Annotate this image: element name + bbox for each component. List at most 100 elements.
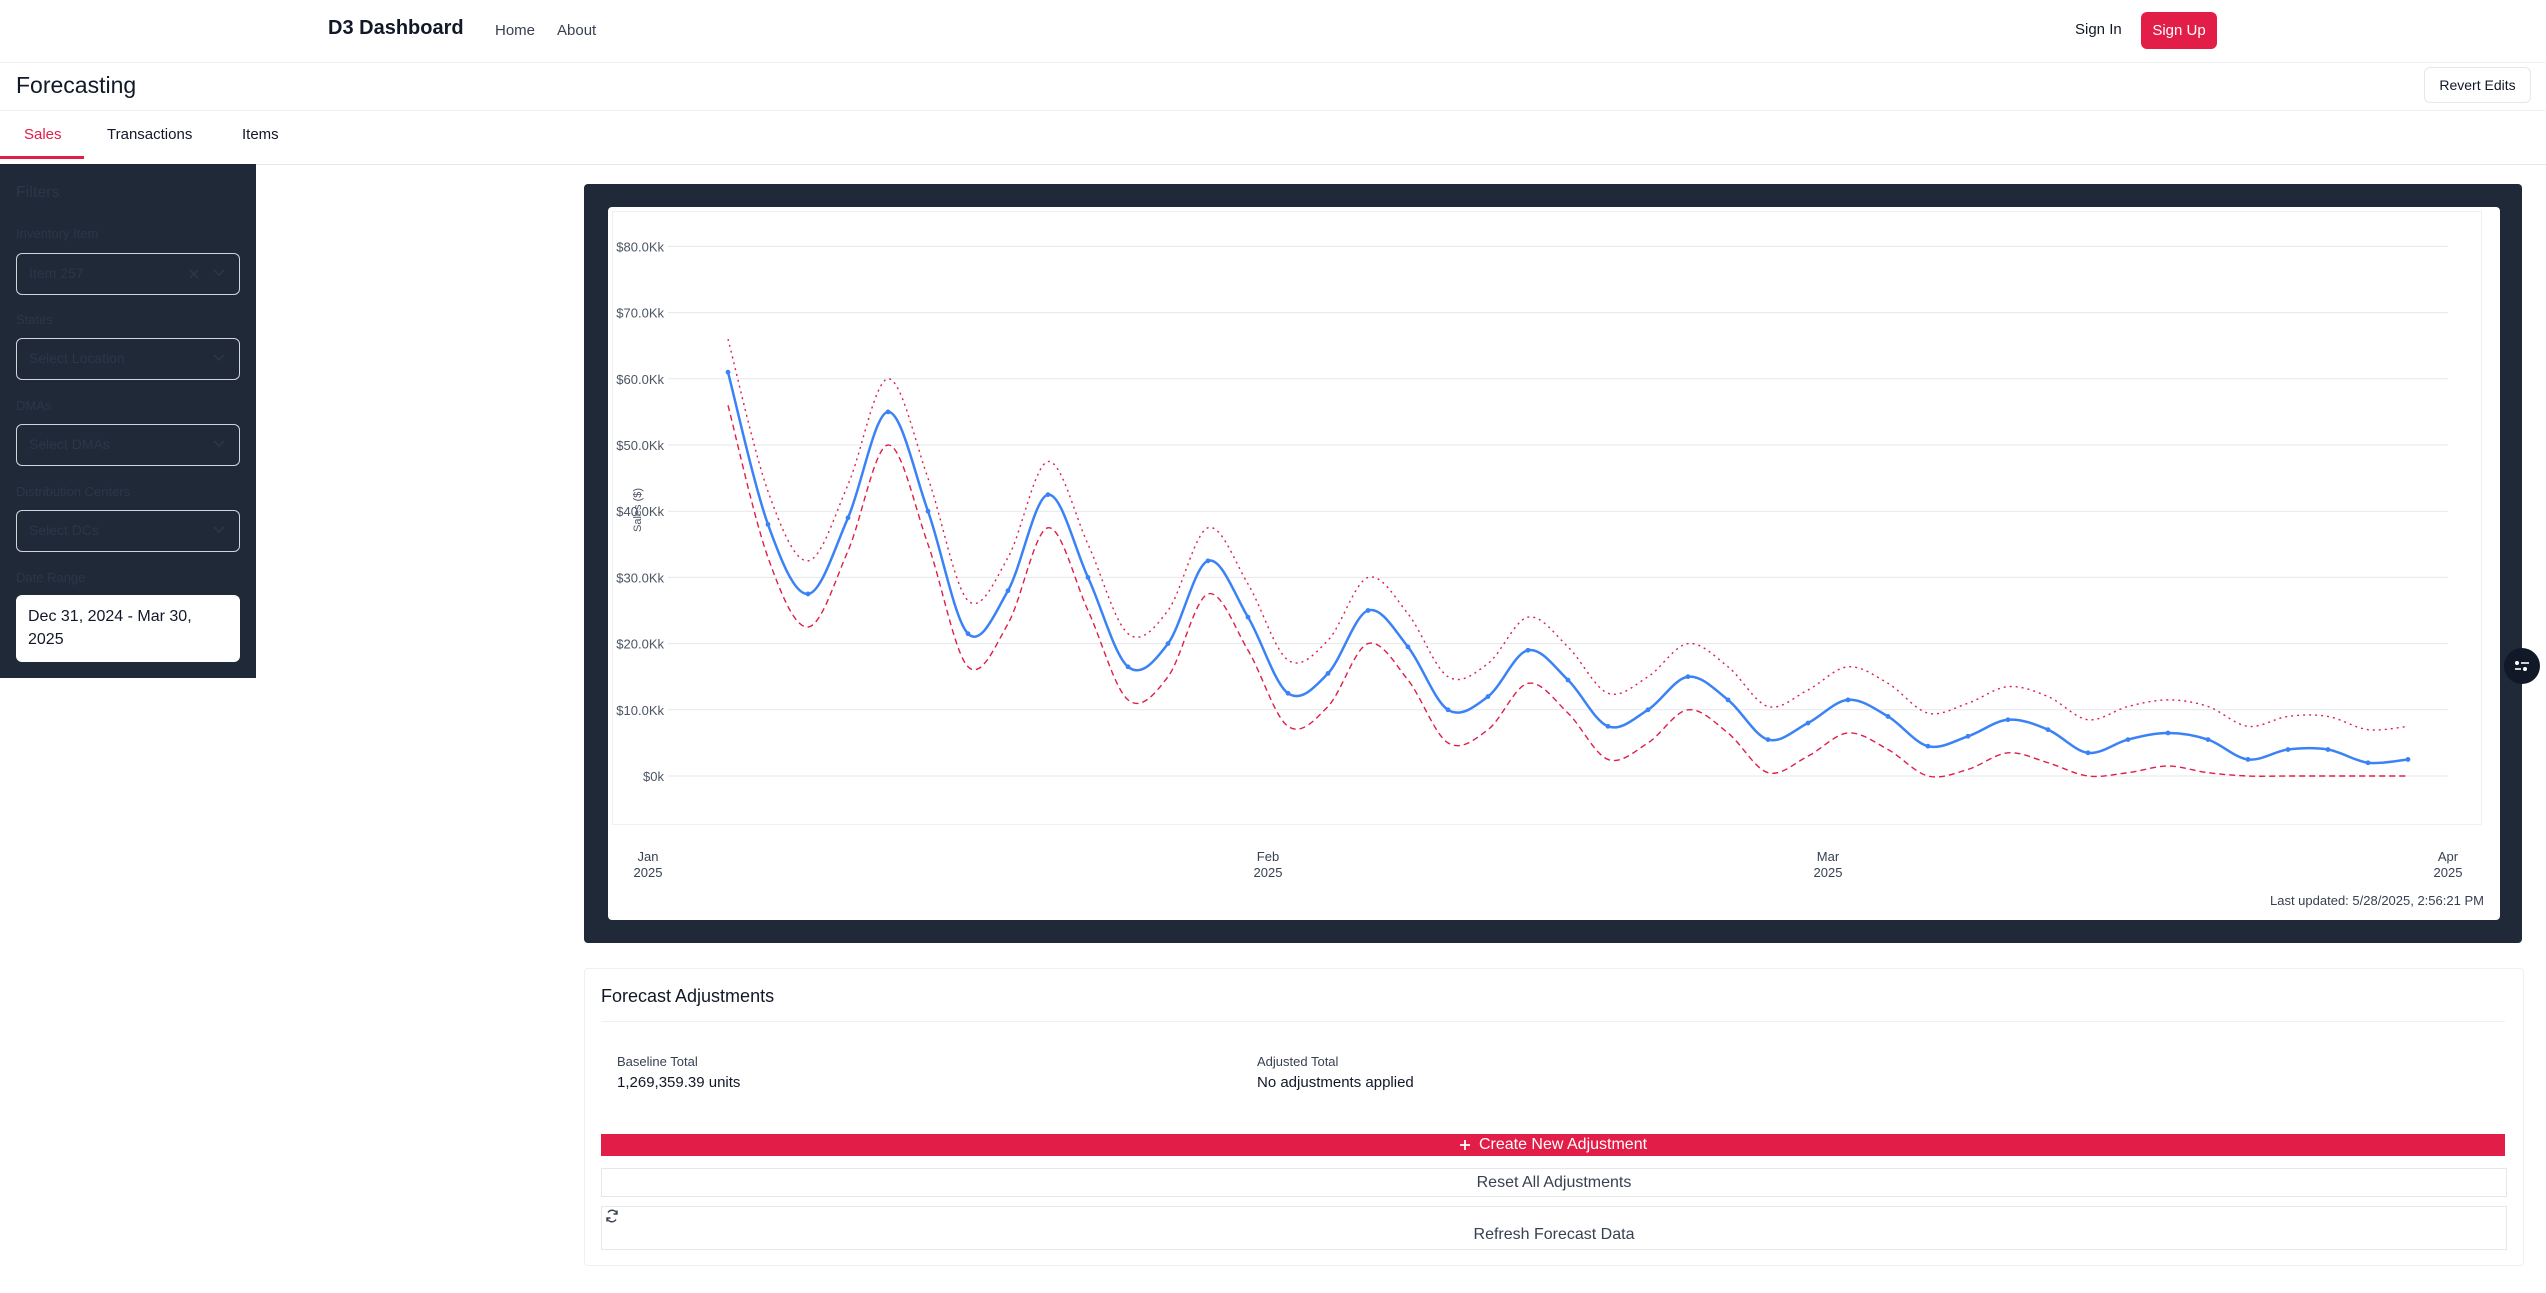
clear-icon[interactable]	[187, 267, 201, 281]
forecast-point[interactable]	[1765, 737, 1771, 742]
page-header	[0, 62, 2546, 111]
x-tick-label: 2025	[2434, 865, 2463, 880]
chevron-down-icon	[213, 354, 225, 362]
x-tick-label: Apr	[2438, 849, 2459, 864]
forecast-point[interactable]	[1045, 492, 1051, 498]
inventory-item-select[interactable]: Item 257	[16, 253, 240, 295]
forecast-point[interactable]	[845, 515, 851, 521]
y-tick-label: $60.0Kk	[616, 372, 664, 387]
forecast-point[interactable]	[1125, 664, 1131, 670]
tab-bar	[0, 110, 2546, 165]
forecast-point[interactable]	[1925, 743, 1931, 749]
tab-items[interactable]: Items	[242, 126, 279, 143]
forecast-point[interactable]	[1005, 588, 1011, 594]
distribution-centers-placeholder: Select DCs	[29, 522, 100, 538]
baseline-total-label: Baseline Total	[617, 1054, 698, 1069]
forecast-point[interactable]	[1725, 697, 1731, 703]
forecast-point[interactable]	[1965, 733, 1971, 739]
forecast-point[interactable]	[1405, 644, 1411, 650]
x-tick-label: Jan	[638, 849, 659, 864]
forecast-point[interactable]	[965, 631, 971, 637]
forecast-point[interactable]	[885, 409, 891, 415]
top-navbar	[0, 0, 2546, 63]
forecast-point[interactable]	[1085, 575, 1091, 580]
forecast-point[interactable]	[1885, 714, 1891, 719]
states-label: States	[16, 312, 53, 327]
forecast-point[interactable]	[1605, 723, 1611, 729]
nav-link-about[interactable]: About	[557, 22, 597, 39]
refresh-icon	[606, 1209, 618, 1223]
tab-sales[interactable]: Sales	[24, 126, 62, 143]
filters-title: Filters	[16, 184, 60, 201]
forecast-point[interactable]	[1565, 677, 1571, 683]
forecast-line	[726, 371, 2409, 765]
forecast-point[interactable]	[1485, 694, 1491, 699]
chevron-down-icon	[213, 269, 225, 277]
forecast-point[interactable]	[1845, 697, 1851, 703]
refresh-forecast-button[interactable]: Refresh Forecast Data	[601, 1206, 2507, 1250]
filters-panel	[0, 164, 256, 678]
forecast-point[interactable]	[2085, 750, 2091, 756]
forecast-point[interactable]	[1245, 614, 1251, 620]
last-updated-text: Last updated: 5/28/2025, 2:56:21 PM	[2270, 893, 2484, 908]
y-tick-label: $10.0Kk	[616, 703, 664, 718]
chevron-down-icon	[213, 440, 225, 448]
forecast-point[interactable]	[2005, 717, 2011, 723]
forecast-point[interactable]	[1685, 674, 1691, 680]
forecast-point[interactable]	[765, 522, 771, 527]
forecast-point[interactable]	[1445, 707, 1451, 713]
forecast-point[interactable]	[1285, 690, 1291, 696]
y-tick-label: $70.0Kk	[616, 306, 664, 321]
forecast-point[interactable]	[2165, 730, 2171, 736]
y-tick-label: $0k	[643, 769, 664, 784]
forecast-point[interactable]	[1525, 647, 1531, 653]
forecast-point[interactable]	[925, 508, 931, 514]
revert-edits-button[interactable]: Revert Edits	[2424, 67, 2531, 103]
nav-link-home[interactable]: Home	[495, 22, 536, 39]
chart-plot-frame	[612, 211, 2482, 825]
date-range-picker[interactable]: Dec 31, 2024 - Mar 30, 2025	[16, 595, 240, 662]
inventory-item-value: Item 257	[29, 265, 84, 281]
forecast-point[interactable]	[2365, 760, 2371, 766]
forecast-point[interactable]	[1645, 707, 1651, 713]
distribution-centers-select[interactable]: Select DCs	[16, 510, 240, 552]
x-tick-label: 2025	[1814, 865, 1843, 880]
forecast-point[interactable]	[1365, 608, 1371, 613]
forecast-point[interactable]	[2205, 737, 2211, 742]
forecast-point[interactable]	[2325, 747, 2331, 752]
dmas-label: DMAs	[16, 398, 52, 413]
sign-in-link[interactable]: Sign In	[2075, 21, 2122, 38]
forecast-point[interactable]	[1205, 558, 1211, 564]
dmas-select[interactable]: Select DMAs	[16, 424, 240, 466]
active-tab-indicator	[0, 156, 84, 159]
sliders-icon	[2515, 661, 2529, 671]
forecast-point[interactable]	[1325, 670, 1331, 676]
create-adjustment-label: Create New Adjustment	[1478, 1136, 1648, 1153]
page-title: Forecasting	[16, 72, 137, 98]
brand-logo[interactable]: D3 Dashboard	[328, 17, 464, 39]
forecast-point[interactable]	[1165, 641, 1171, 646]
y-axis-label: Sales ($)	[632, 488, 644, 532]
forecast-point[interactable]	[805, 591, 811, 597]
forecast-point[interactable]	[1805, 720, 1811, 726]
forecast-point[interactable]	[2405, 757, 2411, 762]
x-tick-label: Feb	[1257, 849, 1279, 864]
tab-transactions[interactable]: Transactions	[107, 126, 193, 143]
forecast-point[interactable]	[2125, 737, 2131, 742]
settings-toggle-button[interactable]	[2504, 648, 2540, 684]
states-select[interactable]: Select Location	[16, 338, 240, 380]
refresh-forecast-label: Refresh Forecast Data	[1473, 1226, 1635, 1243]
upper-bound-line	[727, 338, 2409, 731]
forecast-point[interactable]	[2245, 757, 2251, 762]
reset-adjustments-button[interactable]: Reset All Adjustments	[601, 1168, 2507, 1197]
y-tick-label: $50.0Kk	[616, 438, 664, 453]
states-placeholder: Select Location	[29, 350, 125, 366]
forecast-point[interactable]	[725, 369, 731, 375]
forecast-point[interactable]	[2045, 727, 2051, 733]
forecast-point[interactable]	[2285, 747, 2291, 752]
baseline-total-value: 1,269,359.39 units	[617, 1074, 741, 1091]
y-tick-label: $20.0Kk	[616, 637, 664, 652]
sales-forecast-chart[interactable]: $0k $10.0Kk $20.0Kk $30.0Kk $40.0Kk $50.0Kk $6…	[608, 207, 2500, 897]
create-adjustment-button[interactable]: Create New Adjustment	[601, 1134, 2505, 1156]
sign-up-button[interactable]: Sign Up	[2141, 12, 2217, 49]
